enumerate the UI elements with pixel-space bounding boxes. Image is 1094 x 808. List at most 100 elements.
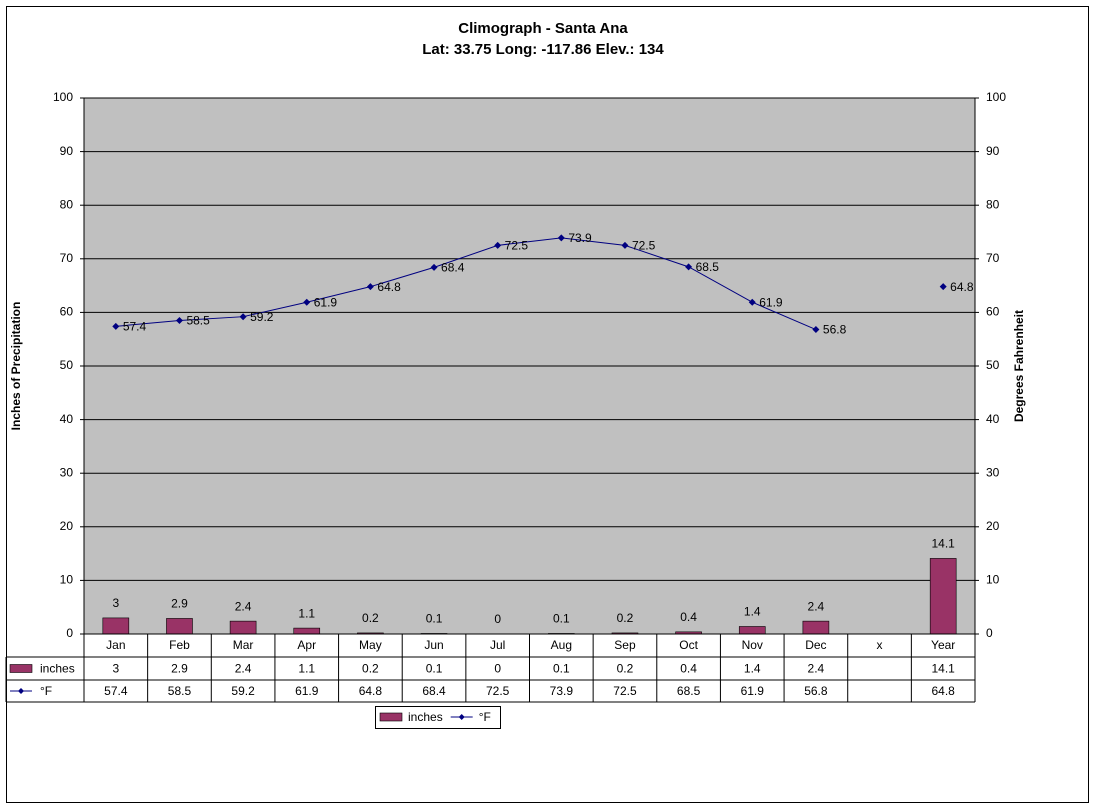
y-axis-title: Inches of Precipitation	[9, 302, 23, 431]
y2-tick-label: 30	[986, 465, 1000, 479]
y2-tick-label: 60	[986, 305, 1000, 319]
point	[494, 241, 502, 249]
data-label: 61.9	[759, 295, 783, 309]
chart-subtitle: Lat: 33.75 Long: -117.86 Elev.: 134	[422, 41, 664, 58]
table-cell: 1.4	[744, 662, 761, 676]
data-label: 58.5	[186, 314, 210, 328]
data-label: 1.4	[744, 605, 761, 619]
point	[748, 298, 756, 306]
data-label: 1.1	[298, 606, 315, 620]
point	[685, 263, 693, 271]
data-label: 0.2	[362, 611, 379, 625]
table-cell: 0.4	[680, 662, 697, 676]
data-label: 2.4	[808, 599, 825, 613]
bar	[166, 618, 193, 635]
data-label: 56.8	[823, 323, 847, 337]
x-tick-label: May	[359, 638, 382, 652]
y-tick-label: 10	[60, 573, 74, 587]
bar	[738, 626, 766, 635]
legend-label: inches	[408, 710, 443, 724]
x-tick-label: Nov	[742, 638, 763, 652]
bar	[293, 627, 321, 635]
chart-title: Climograph - Santa Ana	[458, 20, 628, 37]
point	[430, 263, 438, 271]
data-label: 68.5	[696, 260, 720, 274]
point	[621, 241, 629, 249]
table-row-label: °F	[40, 684, 52, 698]
table-cell: 2.9	[171, 662, 188, 676]
y2-tick-label: 80	[986, 197, 1000, 211]
y-tick-label: 20	[60, 519, 74, 533]
table-cell: 64.8	[359, 684, 383, 698]
point	[812, 326, 820, 334]
y2-tick-label: 40	[986, 412, 1000, 426]
point	[175, 316, 183, 324]
data-label: 2.4	[235, 599, 252, 613]
table-cell: 64.8	[931, 684, 955, 698]
point	[366, 283, 374, 291]
table-cell: 68.5	[677, 684, 701, 698]
x-tick-label: Jul	[490, 638, 505, 652]
table-cell: 59.2	[231, 684, 255, 698]
legend: inches °F	[375, 706, 501, 729]
table-cell: 2.4	[235, 662, 252, 676]
legend-marker	[458, 714, 465, 720]
table-cell: 0.2	[362, 662, 379, 676]
bar	[229, 620, 257, 635]
x-tick-label: Sep	[614, 638, 636, 652]
x-tick-label: Jun	[424, 638, 443, 652]
table-cell: 61.9	[295, 684, 319, 698]
y-tick-label: 100	[53, 90, 73, 104]
x-tick-label: Oct	[679, 638, 698, 652]
data-label: 59.2	[250, 310, 274, 324]
data-label: 0.4	[680, 610, 697, 624]
y2-tick-label: 90	[986, 144, 1000, 158]
x-tick-label: Dec	[805, 638, 826, 652]
y-tick-label: 60	[60, 305, 74, 319]
y-tick-label: 70	[60, 251, 74, 265]
table-cell: 73.9	[550, 684, 574, 698]
y-tick-label: 40	[60, 412, 74, 426]
point	[303, 298, 311, 306]
table-cell: 3	[112, 662, 119, 676]
y2-tick-label: 10	[986, 573, 1000, 587]
data-label: 57.4	[123, 320, 147, 334]
table-cell: 0.1	[426, 662, 443, 676]
data-label: 14.1	[931, 537, 955, 551]
data-label: 72.5	[505, 239, 529, 253]
table-cell: 72.5	[486, 684, 510, 698]
x-tick-label: Mar	[233, 638, 254, 652]
legend-swatch	[9, 664, 33, 673]
table-cell: 61.9	[741, 684, 765, 698]
point	[939, 283, 947, 291]
point	[557, 234, 565, 242]
legend-marker	[18, 688, 24, 694]
data-label: 72.5	[632, 239, 656, 253]
table-cell: 0.1	[553, 662, 570, 676]
x-tick-label: Apr	[297, 638, 316, 652]
y2-tick-label: 50	[986, 358, 1000, 372]
y2-tick-label: 100	[986, 90, 1006, 104]
y-tick-label: 90	[60, 144, 74, 158]
legend-swatch	[379, 712, 403, 722]
table-cell: 72.5	[613, 684, 637, 698]
y2-axis-title: Degrees Fahrenheit	[1012, 310, 1026, 422]
data-label: 61.9	[314, 295, 338, 309]
data-label: 0.1	[426, 612, 443, 626]
data-label: 0.1	[553, 612, 570, 626]
y-tick-label: 80	[60, 197, 74, 211]
data-label: 3	[112, 596, 119, 610]
table-cell: 2.4	[808, 662, 825, 676]
table-cell: 58.5	[168, 684, 192, 698]
y-tick-label: 50	[60, 358, 74, 372]
x-tick-label: x	[877, 638, 883, 652]
data-label: 64.8	[950, 280, 974, 294]
y2-tick-label: 0	[986, 626, 993, 640]
point	[112, 322, 120, 330]
data-label: 68.4	[441, 261, 465, 275]
bar	[102, 617, 130, 635]
y-tick-label: 30	[60, 465, 74, 479]
legend-box	[375, 706, 501, 729]
table-cell: 0.2	[617, 662, 634, 676]
